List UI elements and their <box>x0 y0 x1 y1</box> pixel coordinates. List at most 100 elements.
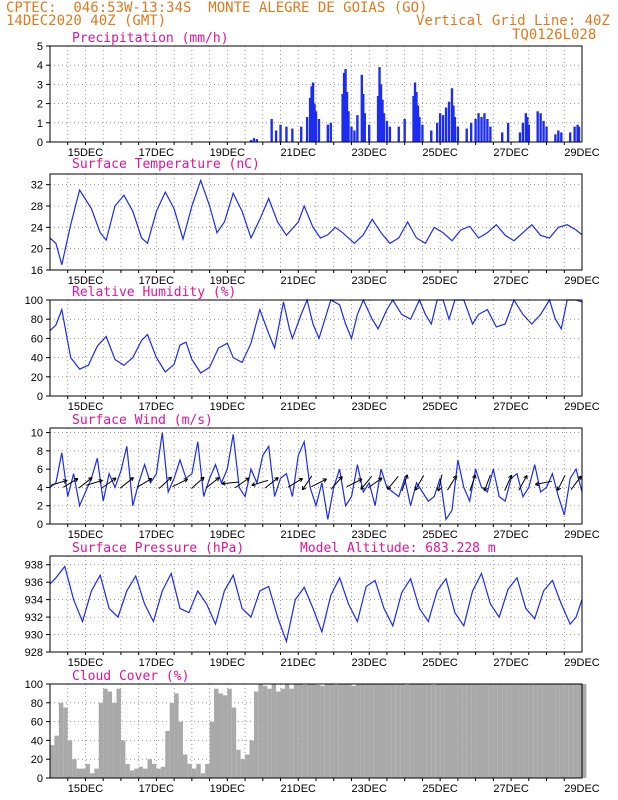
x-tick-label: 29DEC <box>564 657 600 669</box>
precip-bar <box>477 113 480 142</box>
x-tick-label: 23DEC <box>351 783 387 795</box>
cloud-bar <box>89 773 95 778</box>
y-tick-label: 938 <box>25 560 43 572</box>
precip-bar <box>356 115 359 142</box>
wind-arrow <box>311 478 327 488</box>
x-tick-label: 29DEC <box>564 275 600 287</box>
cloud-bar <box>178 721 183 778</box>
precip-bar <box>362 94 365 142</box>
cloud-bar <box>515 684 520 778</box>
cloud-bar <box>426 684 432 778</box>
wind-arrow <box>367 477 383 489</box>
cloud-bar <box>302 684 308 778</box>
cloud-bar <box>355 684 361 778</box>
cloud-bar <box>378 684 383 778</box>
cloud-bar <box>293 684 299 778</box>
precip-bar <box>412 95 415 142</box>
precip-bar <box>270 118 273 142</box>
cloud-bar <box>386 684 392 778</box>
cloud-bar <box>289 688 294 778</box>
wind-arrow <box>447 475 457 491</box>
precip-bar <box>347 111 350 142</box>
precip-bar <box>317 118 321 142</box>
wind-arrow <box>287 477 304 488</box>
wind-arrow <box>50 479 68 486</box>
precip-bar <box>368 124 371 142</box>
cloud-bar <box>174 693 179 778</box>
precip-bar <box>376 95 380 142</box>
y-tick-label: 60 <box>31 717 43 729</box>
cloud-bar <box>129 770 135 778</box>
cloud-bar <box>550 684 556 778</box>
cloud-bar <box>125 763 130 778</box>
precip-bar <box>450 88 454 142</box>
x-tick-label: 23DEC <box>351 529 387 541</box>
precipitation-panel: Precipitation (mm/h) 0 1 2 3 4 5 15DEC 17DEC 19DE… <box>37 31 600 159</box>
y-tick-label: 930 <box>25 630 43 642</box>
precip-bar <box>342 72 346 142</box>
precip-bar <box>249 140 253 142</box>
x-tick-label: 15DEC <box>68 275 104 287</box>
precip-bar <box>252 138 256 142</box>
cloud-bar <box>98 702 104 778</box>
cloud-bar <box>227 688 232 778</box>
x-tick-label: 21DEC <box>281 783 317 795</box>
cloud-bar <box>347 684 352 778</box>
precip-bar <box>305 117 309 142</box>
precip-bar <box>255 139 259 142</box>
x-tick-label: 19DEC <box>210 783 246 795</box>
y-tick-label: 28 <box>31 201 43 213</box>
x-tick-label: 25DEC <box>422 783 458 795</box>
precip-bar <box>344 69 347 142</box>
precip-bar <box>311 82 315 142</box>
y-tick-label: 4 <box>37 482 43 494</box>
precip-bar <box>403 118 406 142</box>
precip-bar <box>453 117 457 142</box>
cloud-bar <box>506 684 512 778</box>
cloud-bar <box>94 768 99 778</box>
precip-bar <box>291 128 294 142</box>
wind-arrow <box>221 481 239 486</box>
pressure-line <box>49 565 583 644</box>
x-tick-label: 25DEC <box>422 275 458 287</box>
cloud-bar <box>364 684 370 778</box>
y-tick-label: 100 <box>25 295 43 307</box>
cloud-bar <box>568 684 574 778</box>
cloud-bar <box>214 688 219 778</box>
precip-bar <box>415 92 418 142</box>
cloud-bar <box>267 688 272 778</box>
cloud-bar <box>196 763 201 778</box>
precip-bar <box>444 107 448 142</box>
cloud-bar <box>311 684 316 778</box>
header-date: 14DEC2020 40Z (GMT) <box>6 13 167 29</box>
wind-arrow <box>301 475 313 491</box>
cloud-bar <box>391 684 396 778</box>
y-tick-label: 10 <box>31 428 43 440</box>
cloud-bar <box>497 684 503 778</box>
cloud-cover-panel: Cloud Cover (%) 0 20 40 60 80 100 15DEC 17DEC 19D… <box>25 669 600 795</box>
temperature-title: Surface Temperature (nC) <box>72 157 260 172</box>
cloud-bar <box>564 684 569 778</box>
precip-bar <box>527 124 530 142</box>
cloud-bar <box>431 684 436 778</box>
x-tick-label: 21DEC <box>281 401 317 413</box>
wind-arrow <box>119 477 134 489</box>
y-tick-label: 80 <box>31 698 43 710</box>
cloud-bar <box>258 684 263 778</box>
cloud-bar <box>533 684 538 778</box>
cloud-bar <box>582 684 587 778</box>
x-tick-label: 21DEC <box>281 275 317 287</box>
cloud-bar <box>351 685 356 778</box>
y-tick-label: 20 <box>31 372 43 384</box>
wind-arrow <box>401 474 409 492</box>
x-tick-label: 27DEC <box>493 657 529 669</box>
x-tick-label: 29DEC <box>564 783 600 795</box>
precip-bar <box>480 117 483 142</box>
cloud-bar <box>103 688 108 778</box>
y-tick-label: 0 <box>37 773 43 785</box>
precip-bar <box>300 126 303 142</box>
precip-bar <box>314 111 318 142</box>
precip-bar <box>526 117 529 142</box>
pressure-panel: Surface Pressure (hPa) Model Altitude: 68… <box>25 541 600 669</box>
wind-arrow <box>137 477 153 488</box>
